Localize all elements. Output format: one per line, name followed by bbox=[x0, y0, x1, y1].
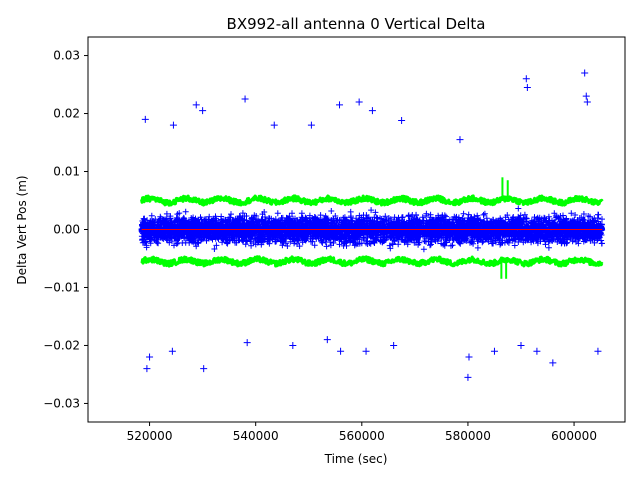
delta-point bbox=[192, 101, 200, 109]
delta-point bbox=[456, 136, 464, 144]
delta-point bbox=[581, 69, 589, 77]
delta-point bbox=[337, 347, 345, 355]
delta-point bbox=[336, 101, 344, 109]
delta-point bbox=[323, 336, 331, 344]
delta-point bbox=[490, 347, 498, 355]
delta-point bbox=[143, 365, 151, 373]
x-tick-label: 580000 bbox=[445, 429, 491, 443]
delta-point bbox=[398, 116, 406, 124]
x-tick-label: 560000 bbox=[339, 429, 385, 443]
x-tick-label: 600000 bbox=[551, 429, 597, 443]
delta-point bbox=[533, 347, 541, 355]
y-tick-label: 0.03 bbox=[53, 49, 80, 63]
chart-title: BX992-all antenna 0 Vertical Delta bbox=[227, 15, 486, 33]
delta-point bbox=[241, 95, 249, 103]
axes: 520000 540000 560000 580000 600000 −0.03 −0.02… bbox=[43, 36, 626, 443]
delta-point bbox=[582, 92, 590, 100]
lower-bound-line bbox=[140, 255, 604, 268]
y-tick-label: −0.02 bbox=[43, 338, 80, 352]
delta-point bbox=[465, 353, 473, 361]
plot-area bbox=[138, 69, 606, 381]
delta-point bbox=[200, 365, 208, 373]
delta-point bbox=[355, 98, 363, 106]
delta-point bbox=[368, 107, 376, 115]
delta-point-cloud bbox=[138, 205, 606, 253]
delta-point bbox=[362, 347, 370, 355]
delta-point bbox=[523, 83, 531, 91]
delta-point bbox=[464, 373, 472, 381]
y-tick-label: 0.01 bbox=[53, 165, 80, 179]
delta-point bbox=[583, 98, 591, 106]
y-tick-label: −0.03 bbox=[43, 396, 80, 410]
delta-point bbox=[517, 341, 525, 349]
y-tick-label: 0.00 bbox=[53, 223, 80, 237]
delta-point bbox=[146, 353, 154, 361]
delta-point bbox=[307, 121, 315, 129]
delta-point bbox=[390, 341, 398, 349]
y-tick-label: −0.01 bbox=[43, 280, 80, 294]
y-tick-label: 0.02 bbox=[53, 107, 80, 121]
delta-point bbox=[522, 75, 530, 83]
upper-bound-line bbox=[140, 194, 604, 207]
delta-point bbox=[594, 347, 602, 355]
y-axis-label: Delta Vert Pos (m) bbox=[15, 175, 29, 284]
delta-point bbox=[549, 359, 557, 367]
delta-point bbox=[270, 121, 278, 129]
delta-point bbox=[289, 341, 297, 349]
delta-point bbox=[168, 347, 176, 355]
delta-point bbox=[169, 121, 177, 129]
x-tick-label: 540000 bbox=[233, 429, 279, 443]
delta-point bbox=[243, 339, 251, 347]
delta-point bbox=[141, 115, 149, 123]
delta-point bbox=[199, 107, 207, 115]
x-axis-label: Time (sec) bbox=[324, 452, 388, 466]
x-tick-label: 520000 bbox=[127, 429, 173, 443]
